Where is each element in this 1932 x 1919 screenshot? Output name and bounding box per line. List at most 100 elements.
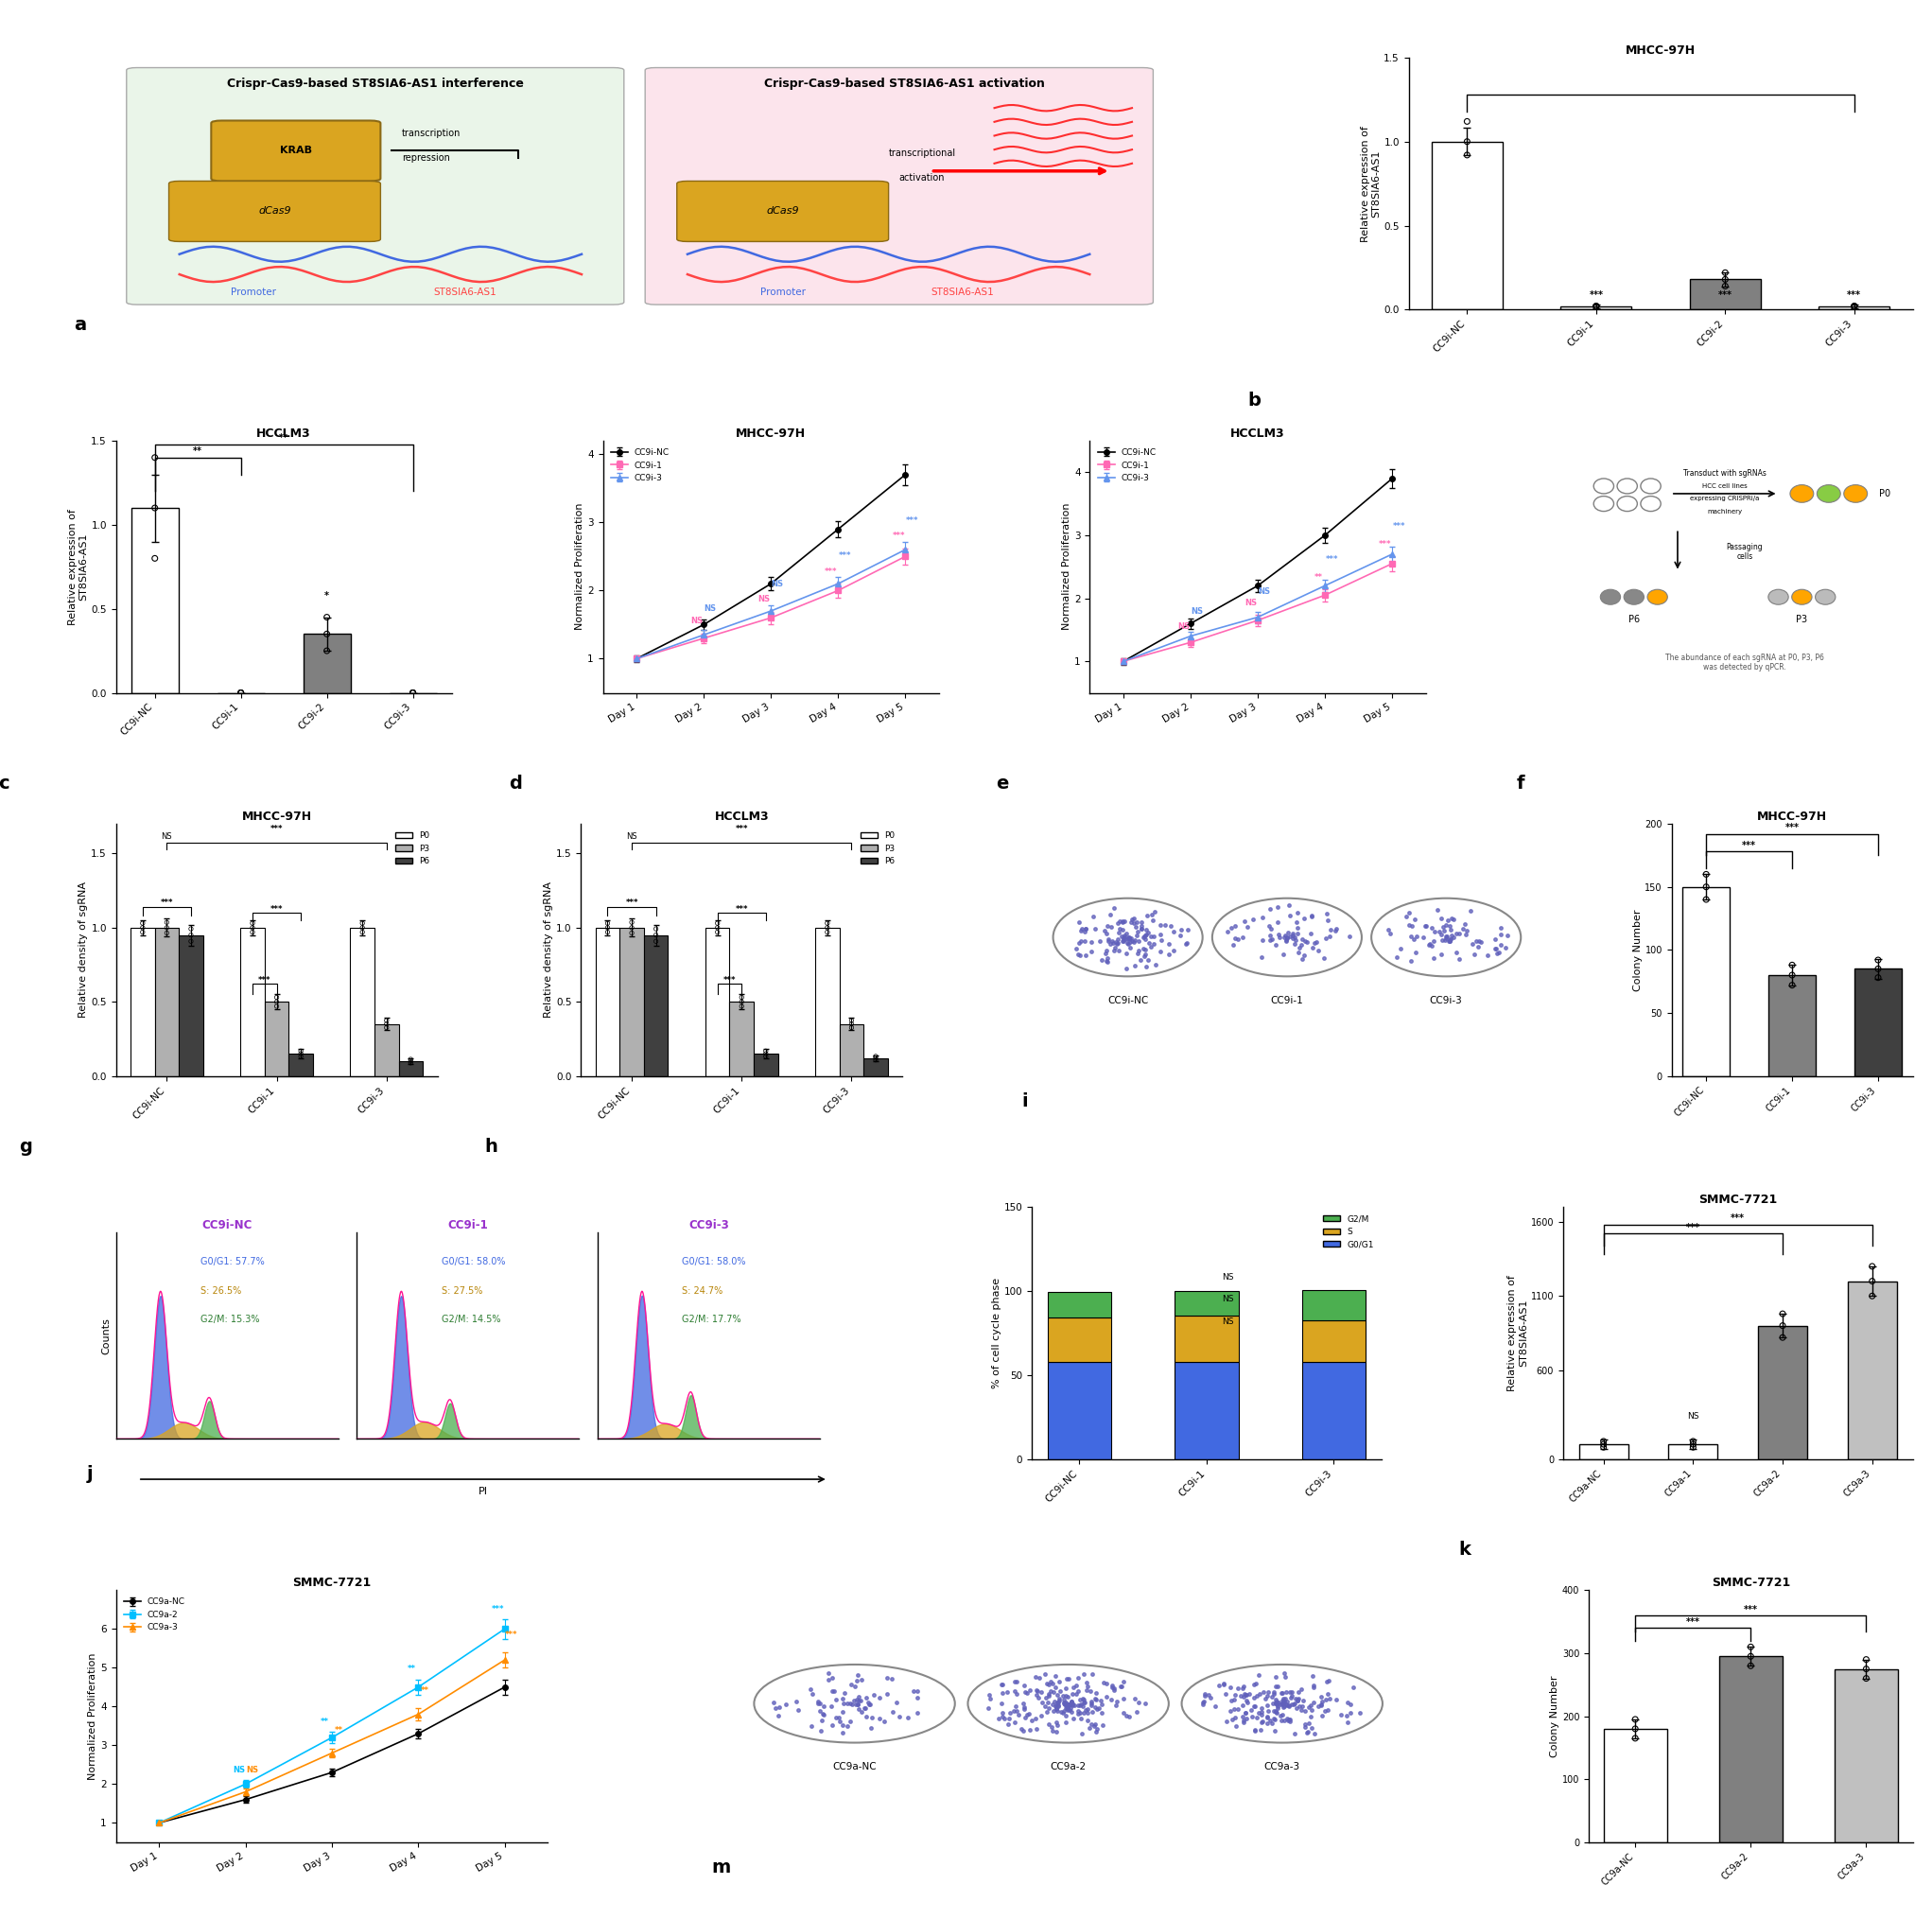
Point <box>1677 1426 1708 1457</box>
Bar <box>398 1061 423 1077</box>
Legend: P0, P3, P6: P0, P3, P6 <box>858 829 898 869</box>
Point <box>348 917 379 948</box>
Text: CC9i-NC: CC9i-NC <box>1107 996 1148 1006</box>
Circle shape <box>1648 589 1667 604</box>
Text: NS: NS <box>626 833 638 841</box>
Point <box>1768 1322 1799 1353</box>
Bar <box>1578 1445 1629 1458</box>
Text: NS: NS <box>1687 1412 1698 1420</box>
Bar <box>350 927 375 1077</box>
Text: S: 24.7%: S: 24.7% <box>682 1286 723 1295</box>
Point <box>139 441 170 472</box>
Text: machinery: machinery <box>1708 509 1743 514</box>
Bar <box>180 935 203 1077</box>
Text: i: i <box>1022 1092 1028 1109</box>
Point <box>176 919 207 950</box>
Title: SMMC-7721: SMMC-7721 <box>1698 1194 1777 1205</box>
Text: KRAB: KRAB <box>280 146 311 155</box>
Bar <box>155 927 180 1077</box>
Y-axis label: Relative density of sgRNA: Relative density of sgRNA <box>545 883 553 1017</box>
Point <box>238 912 269 942</box>
Circle shape <box>1617 497 1636 510</box>
Title: CC9i-1: CC9i-1 <box>448 1219 489 1232</box>
Point <box>176 913 207 944</box>
Point <box>1451 127 1482 157</box>
Bar <box>131 509 178 693</box>
Point <box>151 908 182 938</box>
Point <box>591 917 622 948</box>
Point <box>616 908 647 938</box>
Circle shape <box>1594 478 1613 493</box>
Text: m: m <box>713 1858 730 1877</box>
Point <box>641 913 672 944</box>
Point <box>701 908 732 938</box>
Point <box>371 1009 402 1040</box>
Circle shape <box>1182 1664 1383 1742</box>
Y-axis label: Relative expression of
ST8SIA6-AS1: Relative expression of ST8SIA6-AS1 <box>1507 1274 1528 1391</box>
Point <box>1451 140 1482 171</box>
Point <box>1588 1430 1619 1460</box>
Text: **: ** <box>334 1727 344 1735</box>
Text: NS: NS <box>1192 608 1204 616</box>
Legend: CC9a-NC, CC9a-2, CC9a-3: CC9a-NC, CC9a-2, CC9a-3 <box>120 1595 189 1635</box>
Bar <box>1855 969 1901 1077</box>
Text: NS: NS <box>692 616 703 626</box>
Text: NS: NS <box>245 1765 259 1775</box>
Circle shape <box>968 1664 1169 1742</box>
Point <box>701 912 732 942</box>
Point <box>1862 944 1893 975</box>
Bar <box>1432 142 1503 309</box>
Point <box>1580 292 1611 322</box>
Point <box>811 917 842 948</box>
Text: Crispr-Cas9-based ST8SIA6-AS1 interference: Crispr-Cas9-based ST8SIA6-AS1 interferen… <box>226 79 524 90</box>
Text: ***: *** <box>270 904 284 913</box>
Y-axis label: Colony Number: Colony Number <box>1549 1675 1559 1758</box>
Bar <box>1302 1362 1366 1458</box>
Text: **: ** <box>278 434 288 443</box>
Bar <box>375 1025 398 1077</box>
Text: *: * <box>325 591 328 601</box>
Point <box>1677 1430 1708 1460</box>
Text: G0/G1: 58.0%: G0/G1: 58.0% <box>440 1257 504 1267</box>
Text: ST8SIA6-AS1: ST8SIA6-AS1 <box>931 288 995 297</box>
Point <box>311 603 342 633</box>
Point <box>238 917 269 948</box>
Point <box>151 917 182 948</box>
Point <box>151 912 182 942</box>
Text: HCC cell lines: HCC cell lines <box>1702 484 1747 489</box>
Circle shape <box>1053 898 1202 977</box>
Legend: P0, P3, P6: P0, P3, P6 <box>392 829 433 869</box>
Point <box>860 1044 891 1075</box>
Point <box>837 1009 867 1040</box>
Point <box>641 927 672 958</box>
Point <box>726 983 757 1013</box>
Point <box>238 908 269 938</box>
Point <box>750 1040 781 1071</box>
Title: CC9i-NC: CC9i-NC <box>203 1219 253 1232</box>
Y-axis label: Normalized Proliferation: Normalized Proliferation <box>1063 503 1072 629</box>
Circle shape <box>1372 898 1520 977</box>
Circle shape <box>1617 478 1636 493</box>
Text: ***: *** <box>1718 290 1733 299</box>
Circle shape <box>1640 497 1662 510</box>
Point <box>1588 1432 1619 1462</box>
Text: NS: NS <box>1244 599 1258 606</box>
Point <box>1619 1723 1650 1754</box>
Bar <box>1758 1326 1806 1458</box>
Bar <box>288 1054 313 1077</box>
Bar <box>131 927 155 1077</box>
Text: activation: activation <box>898 173 945 182</box>
Title: HCCLM3: HCCLM3 <box>715 810 769 823</box>
Text: NS: NS <box>757 595 771 604</box>
Text: ***: *** <box>838 551 852 560</box>
Point <box>226 677 257 708</box>
Point <box>371 1006 402 1036</box>
Circle shape <box>1843 486 1868 503</box>
Text: CC9a-2: CC9a-2 <box>1051 1762 1086 1771</box>
Bar <box>815 927 838 1077</box>
Circle shape <box>1816 589 1835 604</box>
Text: ***: *** <box>1731 1215 1745 1222</box>
Point <box>616 912 647 942</box>
Bar <box>1683 887 1729 1077</box>
Point <box>1777 950 1808 981</box>
